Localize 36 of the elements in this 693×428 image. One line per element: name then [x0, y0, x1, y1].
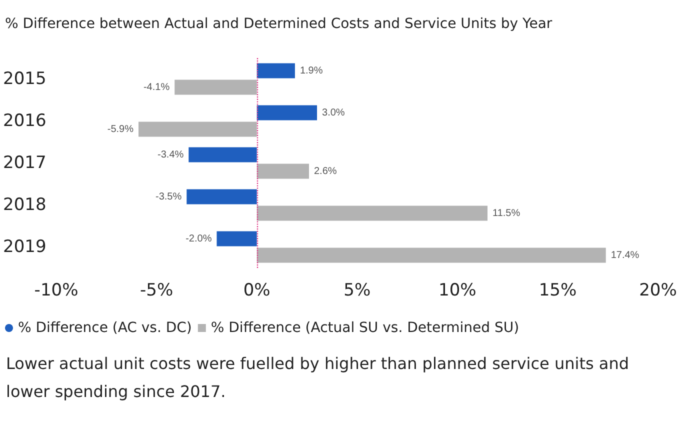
- y-tick-label: 2015: [3, 69, 46, 89]
- bar: [186, 189, 257, 204]
- legend-label: % Difference (AC vs. DC): [18, 320, 192, 336]
- text: Lower actual unit costs were fuelled by higher than planned service units and lower spending since 2017.: [6, 353, 630, 403]
- data-label: 1.9%: [300, 65, 323, 76]
- chart-title: % Difference between Actual and Determined Costs and Service Units by Year: [5, 16, 552, 32]
- bar: [174, 80, 257, 95]
- bar: [216, 231, 257, 246]
- bar: [138, 122, 257, 137]
- bar: [256, 164, 309, 179]
- data-label: 2.6%: [314, 166, 337, 177]
- x-tick-label: 10%: [438, 280, 476, 300]
- x-tick-label: -5%: [140, 280, 174, 300]
- data-label: 3.0%: [322, 107, 345, 118]
- y-tick-label: 2016: [3, 111, 46, 131]
- y-tick-label: 2018: [3, 195, 46, 215]
- data-label: -3.4%: [158, 149, 184, 160]
- x-tick-label: -10%: [34, 280, 78, 300]
- data-label: -2.0%: [186, 233, 212, 244]
- x-tick-label: 5%: [344, 280, 371, 300]
- data-label: 17.4%: [610, 250, 640, 261]
- legend-label: % Difference (Actual SU vs. Determined SU): [210, 320, 520, 336]
- data-label: -5.9%: [107, 124, 134, 135]
- bar: [188, 147, 257, 162]
- data-label: -4.1%: [143, 82, 170, 93]
- bar: [256, 105, 318, 120]
- bar: [256, 248, 606, 263]
- bar: [256, 206, 488, 221]
- data-label: 11.5%: [492, 208, 520, 219]
- y-tick-label: 2017: [3, 153, 46, 173]
- x-tick-label: 15%: [538, 280, 577, 300]
- x-tick-label: 0%: [243, 280, 270, 300]
- data-label: -3.5%: [156, 191, 182, 202]
- bar: [256, 63, 295, 78]
- y-tick-label: 2019: [3, 237, 46, 257]
- x-tick-label: 20%: [639, 280, 677, 300]
